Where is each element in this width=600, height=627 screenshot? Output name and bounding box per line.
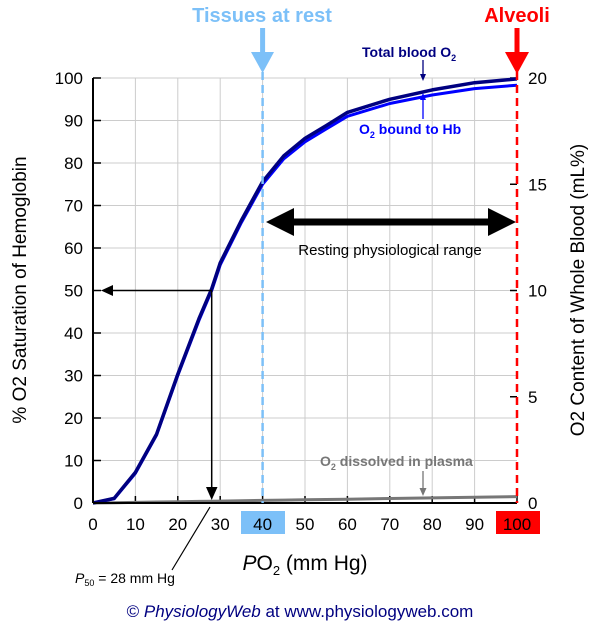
x-tick-label: 50 xyxy=(296,515,315,534)
p50-guides xyxy=(101,285,218,571)
x-tick-label: 0 xyxy=(88,515,97,534)
y-axis-label: % O2 Saturation of Hemoglobin xyxy=(10,156,31,423)
x-tick-label: 40 xyxy=(253,515,272,534)
y2-tick-label: 15 xyxy=(528,175,547,194)
y2-tick-label: 20 xyxy=(528,69,547,88)
series-total-blood-o2 xyxy=(92,77,518,505)
alveoli-arrow-icon xyxy=(505,28,529,74)
resting-range-arrow-icon xyxy=(266,208,516,236)
resting-range-label: Resting physiological range xyxy=(298,242,481,259)
x-tick-label: 10 xyxy=(126,515,145,534)
total-blood-label: Total blood O2 xyxy=(362,44,456,63)
x-tick-label: 60 xyxy=(338,515,357,534)
y-tick-label: 100 xyxy=(55,69,83,88)
x-tick-label: 100 xyxy=(503,515,531,534)
y-tick-label: 50 xyxy=(64,282,83,301)
ticks: 0 10 20 30 40 50 60 70 80 90 100 0 5 10 15 20 xyxy=(55,69,547,513)
y-tick-label: 40 xyxy=(64,324,83,343)
y-tick-label: 10 xyxy=(64,452,83,471)
dissolved-plasma-label: O2 dissolved in plasma xyxy=(320,453,473,472)
y-tick-label: 70 xyxy=(64,197,83,216)
total-blood-pointer-icon xyxy=(420,60,426,81)
tick-40-highlight xyxy=(241,511,285,534)
y2-tick-label: 10 xyxy=(528,282,547,301)
y-tick-label: 80 xyxy=(64,154,83,173)
y-tick-label: 20 xyxy=(64,409,83,428)
y2-tick-label: 0 xyxy=(528,494,537,513)
y-tick-label: 30 xyxy=(64,367,83,386)
x-tick-label: 20 xyxy=(168,515,187,534)
y2-tick-label: 5 xyxy=(528,388,537,407)
y-tick-label: 60 xyxy=(64,239,83,258)
footer: © PhysiologyWeb at www.physiologyweb.com xyxy=(127,602,474,621)
tick-100-highlight xyxy=(496,511,540,534)
tissues-arrow-icon xyxy=(251,28,274,73)
x-tick-label: 70 xyxy=(380,515,399,534)
x-tick-label: 80 xyxy=(423,515,442,534)
x-tick-label: 30 xyxy=(211,515,230,534)
p50-label: P50 = 28 mm Hg xyxy=(75,570,175,588)
y-tick-label: 0 xyxy=(74,494,83,513)
dissolved-pointer-icon xyxy=(419,471,427,496)
tissues-label: Tissues at rest xyxy=(192,5,332,27)
bound-hb-label: O2 bound to Hb xyxy=(359,121,461,140)
y2-axis-label: O2 Content of Whole Blood (mL%) xyxy=(568,144,589,437)
alveoli-label: Alveoli xyxy=(484,5,550,27)
x-tick-label: 90 xyxy=(465,515,484,534)
bound-hb-pointer-icon xyxy=(420,93,426,119)
x-axis-label: PO2 (mm Hg) xyxy=(242,552,367,578)
y-tick-label: 90 xyxy=(64,112,83,131)
